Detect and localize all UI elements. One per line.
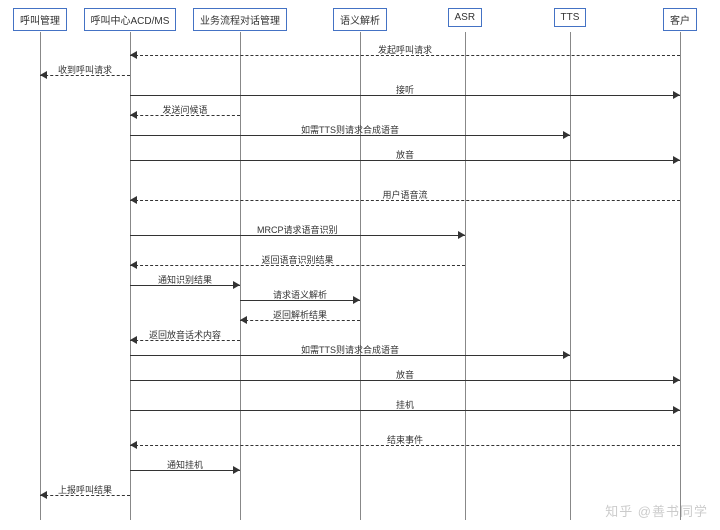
message-label-4: 如需TTS则请求合成语音 [301, 123, 399, 136]
message-label-17: 通知挂机 [167, 458, 203, 471]
message-arrowhead-5 [673, 156, 680, 164]
message-arrowhead-17 [233, 466, 240, 474]
watermark-text: 知乎 @善书同学 [605, 501, 708, 520]
message-label-7: MRCP请求语音识别 [257, 223, 338, 236]
lifeline-p0 [40, 32, 41, 520]
message-label-6: 用户语音流 [383, 188, 428, 201]
message-arrowhead-4 [563, 131, 570, 139]
participant-p1: 呼叫中心ACD/MS [84, 8, 177, 31]
message-arrowhead-13 [563, 351, 570, 359]
message-arrowhead-3 [130, 111, 137, 119]
lifeline-p4 [465, 32, 466, 520]
message-label-10: 请求语义解析 [273, 288, 327, 301]
sequence-diagram: 呼叫管理呼叫中心ACD/MS 业务流程对话管理 语义解析 ASR TTS 客户发起呼叫请求… [0, 0, 720, 530]
message-arrowhead-2 [673, 91, 680, 99]
message-label-8: 返回语音识别结果 [262, 253, 334, 266]
message-arrowhead-6 [130, 196, 137, 204]
message-arrowhead-9 [233, 281, 240, 289]
participant-p5: TTS [554, 8, 587, 27]
message-arrowhead-12 [130, 336, 137, 344]
participant-p0: 呼叫管理 [13, 8, 67, 31]
message-label-9: 通知识别结果 [158, 273, 212, 286]
message-label-14: 放音 [396, 368, 414, 381]
message-label-5: 放音 [396, 148, 414, 161]
message-label-3: 发送问候语 [163, 103, 208, 116]
message-label-13: 如需TTS则请求合成语音 [301, 343, 399, 356]
participant-p6: 客户 [663, 8, 697, 31]
message-arrowhead-0 [130, 51, 137, 59]
message-label-0: 发起呼叫请求 [378, 43, 432, 56]
lifeline-p5 [570, 32, 571, 520]
message-label-12: 返回放音话术内容 [149, 328, 221, 341]
message-arrowhead-11 [240, 316, 247, 324]
message-label-16: 结束事件 [387, 433, 423, 446]
lifeline-p3 [360, 32, 361, 520]
message-arrowhead-1 [40, 71, 47, 79]
message-arrowhead-14 [673, 376, 680, 384]
message-label-18: 上报呼叫结果 [58, 483, 112, 496]
lifeline-p2 [240, 32, 241, 520]
participant-p4: ASR [448, 8, 483, 27]
participant-p3: 语义解析 [333, 8, 387, 31]
message-arrowhead-8 [130, 261, 137, 269]
lifeline-p6 [680, 32, 681, 520]
participant-p2: 业务流程对话管理 [193, 8, 287, 31]
message-arrowhead-16 [130, 441, 137, 449]
message-arrowhead-18 [40, 491, 47, 499]
message-label-11: 返回解析结果 [273, 308, 327, 321]
message-arrowhead-10 [353, 296, 360, 304]
message-label-15: 挂机 [396, 398, 414, 411]
message-label-1: 收到呼叫请求 [58, 63, 112, 76]
message-arrowhead-7 [458, 231, 465, 239]
message-arrowhead-15 [673, 406, 680, 414]
message-label-2: 接听 [396, 83, 414, 96]
